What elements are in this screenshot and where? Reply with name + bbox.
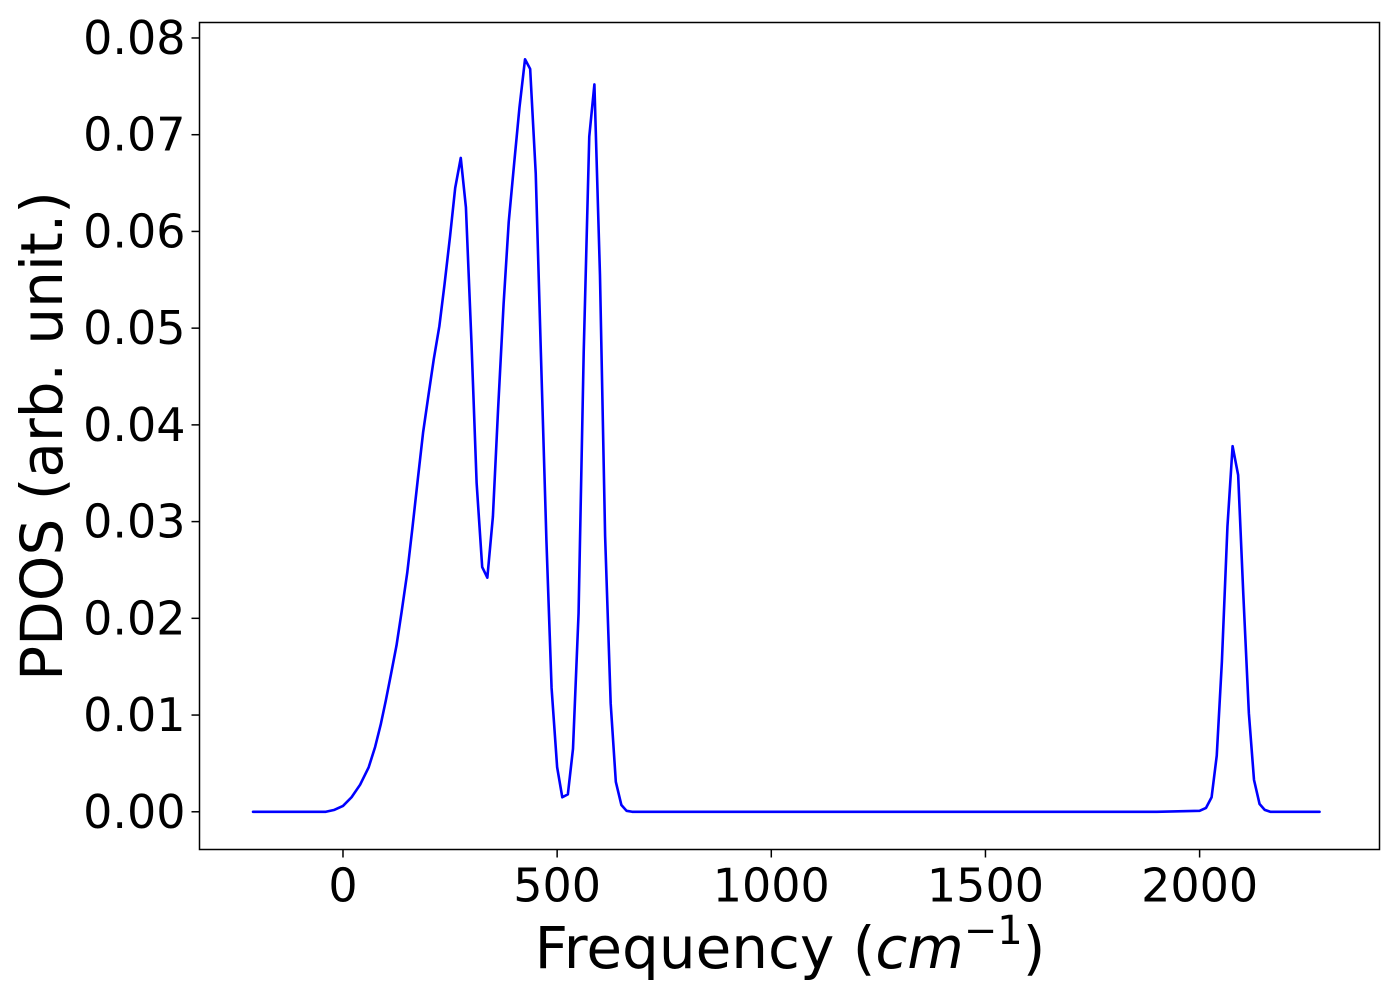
- x-axis-title-exponent: −1: [964, 908, 1023, 954]
- x-tick-label: 2000: [1141, 859, 1258, 913]
- x-axis-title-prefix: Frequency (: [535, 914, 876, 982]
- y-axis-title: PDOS (arb. unit.): [8, 191, 76, 681]
- y-tick-label: 0.08: [83, 11, 185, 65]
- y-tick-label: 0.07: [83, 108, 185, 162]
- pdos-series-line-0: [251, 57, 1321, 814]
- x-axis-title-unit: cm: [875, 914, 963, 982]
- y-tick-label: 0.04: [83, 398, 185, 452]
- y-axis-ticks: 0.00 0.01 0.02 0.03 0.04 0.05 0.06 0.07 0.08: [83, 11, 200, 839]
- x-tick-label: 0: [328, 859, 357, 913]
- y-tick-label: 0.05: [83, 301, 185, 355]
- x-tick-label: 1500: [927, 859, 1044, 913]
- x-axis-ticks: 0 500 1000 1500 2000: [328, 849, 1258, 913]
- y-tick-label: 0.03: [83, 495, 185, 549]
- plot-area-frame: [198, 21, 1381, 851]
- y-tick-label: 0.06: [83, 204, 185, 258]
- y-tick-label: 0.02: [83, 591, 185, 645]
- x-tick-label: 1000: [713, 859, 830, 913]
- x-axis-title: Frequency (cm−1): [535, 908, 1046, 982]
- x-tick-label: 500: [513, 859, 601, 913]
- data-layer: [251, 57, 1321, 814]
- y-tick-label: 0.00: [83, 785, 185, 839]
- y-tick-label: 0.01: [83, 688, 185, 742]
- x-axis-title-suffix: ): [1023, 914, 1046, 982]
